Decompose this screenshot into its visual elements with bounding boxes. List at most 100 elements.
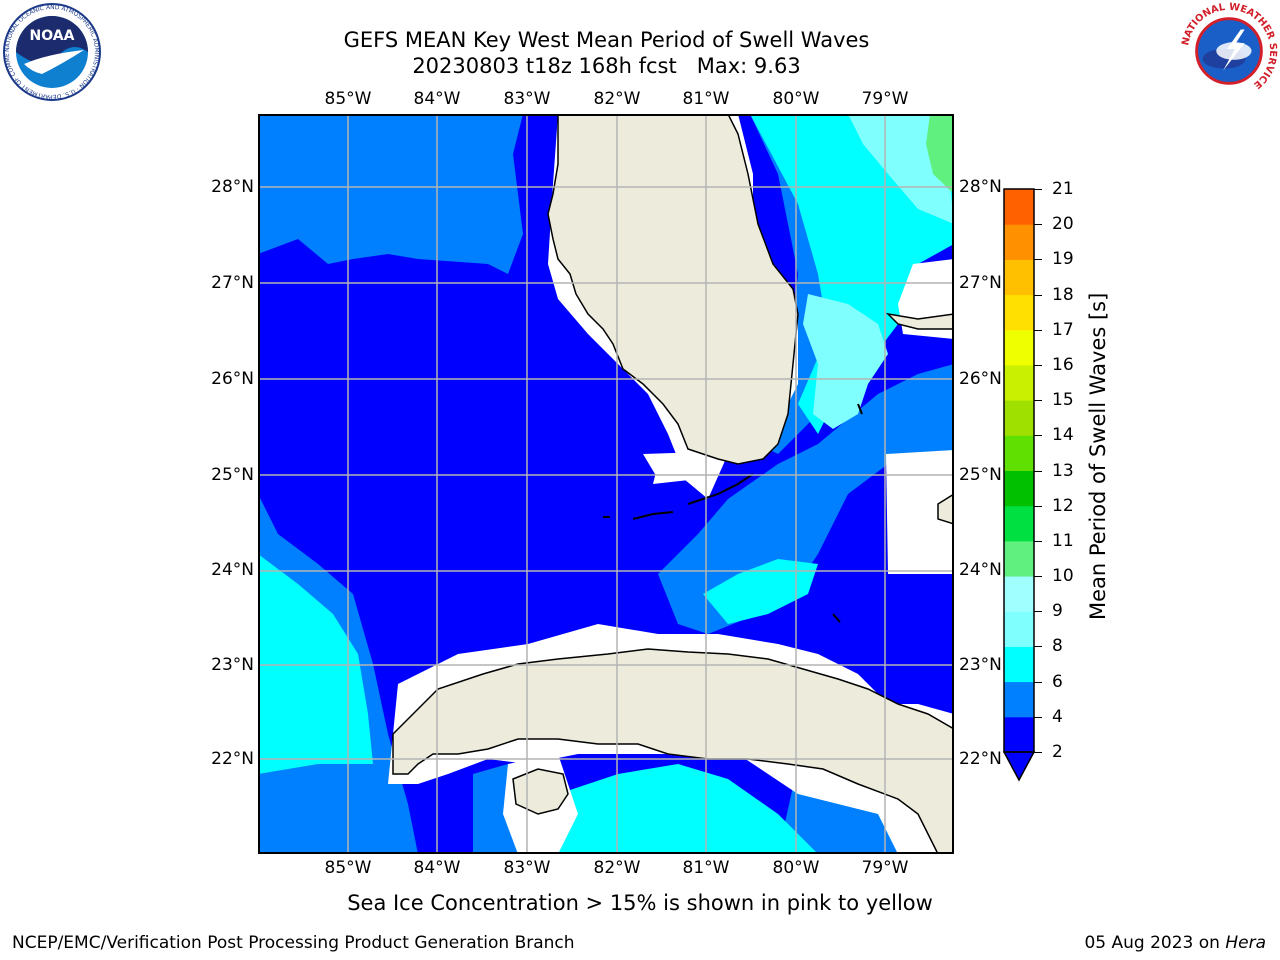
- map-title: GEFS MEAN Key West Mean Period of Swell …: [343, 28, 870, 52]
- colorbar-tick: 20: [1052, 214, 1074, 235]
- colorbar-cell: [1004, 576, 1034, 612]
- colorbar-tick-mark: [1034, 470, 1042, 472]
- colorbar-tick: 8: [1052, 636, 1063, 657]
- lon-tick-top: 84°W: [413, 89, 461, 109]
- period-fill-9-10: [926, 114, 954, 194]
- colorbar-tick-mark: [1034, 681, 1042, 683]
- lon-tick-bottom: 82°W: [593, 858, 641, 878]
- colorbar-tick-mark: [1034, 646, 1042, 648]
- colorbar-cell: [1004, 470, 1034, 507]
- colorbar-tick-mark: [1034, 224, 1042, 226]
- lat-tick-right: 22°N: [959, 749, 1002, 769]
- lon-tick-bottom: 85°W: [324, 858, 372, 878]
- colorbar-cell: [1004, 259, 1034, 296]
- map-frame: [258, 114, 954, 854]
- colorbar-tick: 10: [1052, 566, 1074, 587]
- footer-date-text: 05 Aug 2023 on: [1084, 933, 1226, 953]
- colorbar-tick-mark: [1034, 189, 1042, 190]
- colorbar-tick: 11: [1052, 530, 1074, 551]
- lat-tick-left: 24°N: [211, 560, 254, 580]
- colorbar-tick-mark: [1034, 611, 1042, 613]
- florida-keys: [603, 403, 863, 623]
- lon-tick-top: 85°W: [324, 89, 372, 109]
- florida-peninsula: [547, 114, 799, 465]
- colorbar-cell: [1004, 646, 1034, 683]
- colorbar-cell: [1004, 435, 1034, 471]
- lon-tick-top: 81°W: [682, 89, 730, 109]
- colorbar-tick-mark: [1034, 259, 1042, 261]
- colorbar-tick: 6: [1052, 671, 1063, 692]
- colorbar-cell: [1004, 294, 1034, 331]
- lon-tick-bottom: 80°W: [772, 858, 820, 878]
- colorbar-tick: 17: [1052, 319, 1074, 340]
- colorbar-tick-mark: [1034, 752, 1042, 753]
- lat-tick-left: 23°N: [211, 655, 254, 675]
- cuba: [392, 648, 954, 854]
- lon-tick-bottom: 79°W: [861, 858, 909, 878]
- colorbar-tick-mark: [1034, 400, 1042, 402]
- lat-tick-left: 25°N: [211, 465, 254, 485]
- lon-tick-top: 82°W: [593, 89, 641, 109]
- bahamas-edge: [937, 493, 954, 525]
- colorbar-cell: [1004, 540, 1034, 577]
- footer-branch: NCEP/EMC/Verification Post Processing Pr…: [12, 933, 575, 953]
- colorbar-tick: 4: [1052, 706, 1063, 727]
- colorbar-tick-mark: [1034, 329, 1042, 331]
- nws-logo-icon: NATIONAL WEATHER SERVICE: [1180, 2, 1278, 99]
- colorbar-cell: [1004, 505, 1034, 542]
- colorbar-tick: 18: [1052, 284, 1074, 305]
- colorbar-tick-mark: [1034, 435, 1042, 437]
- colorbar-tick: 2: [1052, 742, 1063, 762]
- colorbar-tick: 19: [1052, 249, 1074, 270]
- colorbar-extend-triangle: [1002, 751, 1036, 782]
- period-fill-6-8: [258, 114, 954, 854]
- colorbar-cell: [1004, 364, 1034, 401]
- colorbar: [1002, 188, 1036, 782]
- noaa-logo-icon: NATIONAL OCEANIC AND ATMOSPHERIC ADMINIS…: [2, 2, 101, 101]
- colorbar-tick-mark: [1034, 364, 1042, 366]
- colorbar-cell: [1004, 189, 1034, 225]
- lon-tick-bottom: 83°W: [503, 858, 551, 878]
- map-grid: [258, 114, 954, 854]
- colorbar-tick: 15: [1052, 390, 1074, 411]
- lat-tick-left: 22°N: [211, 749, 254, 769]
- lat-tick-right: 28°N: [959, 177, 1002, 197]
- colorbar-tick-mark: [1034, 505, 1042, 507]
- lon-tick-top: 80°W: [772, 89, 820, 109]
- colorbar-tick-mark: [1034, 576, 1042, 578]
- colorbar-cell: [1004, 611, 1034, 647]
- map-subtitle: 20230803 t18z 168h fcst Max: 9.63: [0, 54, 1213, 79]
- lat-tick-right: 23°N: [959, 655, 1002, 675]
- colorbar-tick: 9: [1052, 601, 1063, 622]
- colorbar-tick-mark: [1034, 540, 1042, 542]
- colorbar-label: Mean Period of Swell Waves [s]: [1086, 292, 1110, 620]
- colorbar-tick-mark: [1034, 294, 1042, 296]
- forecast-run: 20230803 t18z 168h fcst: [412, 54, 677, 78]
- lat-tick-left: 28°N: [211, 177, 254, 197]
- lat-tick-right: 25°N: [959, 465, 1002, 485]
- colorbar-cell: [1004, 681, 1034, 718]
- footer-date: 05 Aug 2023 on Hera: [1084, 933, 1266, 953]
- colorbar-cell: [1004, 716, 1034, 753]
- footer-host: Hera: [1225, 933, 1266, 953]
- lon-tick-top: 83°W: [503, 89, 551, 109]
- lat-tick-right: 27°N: [959, 273, 1002, 293]
- lat-tick-left: 26°N: [211, 369, 254, 389]
- land-shapes: [392, 114, 954, 854]
- grand-bahama: [885, 312, 954, 330]
- lon-tick-bottom: 81°W: [682, 858, 730, 878]
- lat-tick-left: 27°N: [211, 273, 254, 293]
- lat-tick-right: 24°N: [959, 560, 1002, 580]
- lon-tick-bottom: 84°W: [413, 858, 461, 878]
- sea-ice-note: Sea Ice Concentration > 15% is shown in …: [347, 891, 933, 915]
- colorbar-tick: 21: [1052, 179, 1074, 199]
- colorbar-tick: 13: [1052, 460, 1074, 481]
- lon-tick-top: 79°W: [861, 89, 909, 109]
- swell-period-map: [258, 114, 954, 854]
- colorbar-cell: [1004, 329, 1034, 366]
- colorbar-tick: 16: [1052, 354, 1074, 375]
- lat-tick-right: 26°N: [959, 369, 1002, 389]
- colorbar-tick: 12: [1052, 495, 1074, 516]
- colorbar-cell: [1004, 224, 1034, 260]
- max-value: Max: 9.63: [696, 54, 801, 78]
